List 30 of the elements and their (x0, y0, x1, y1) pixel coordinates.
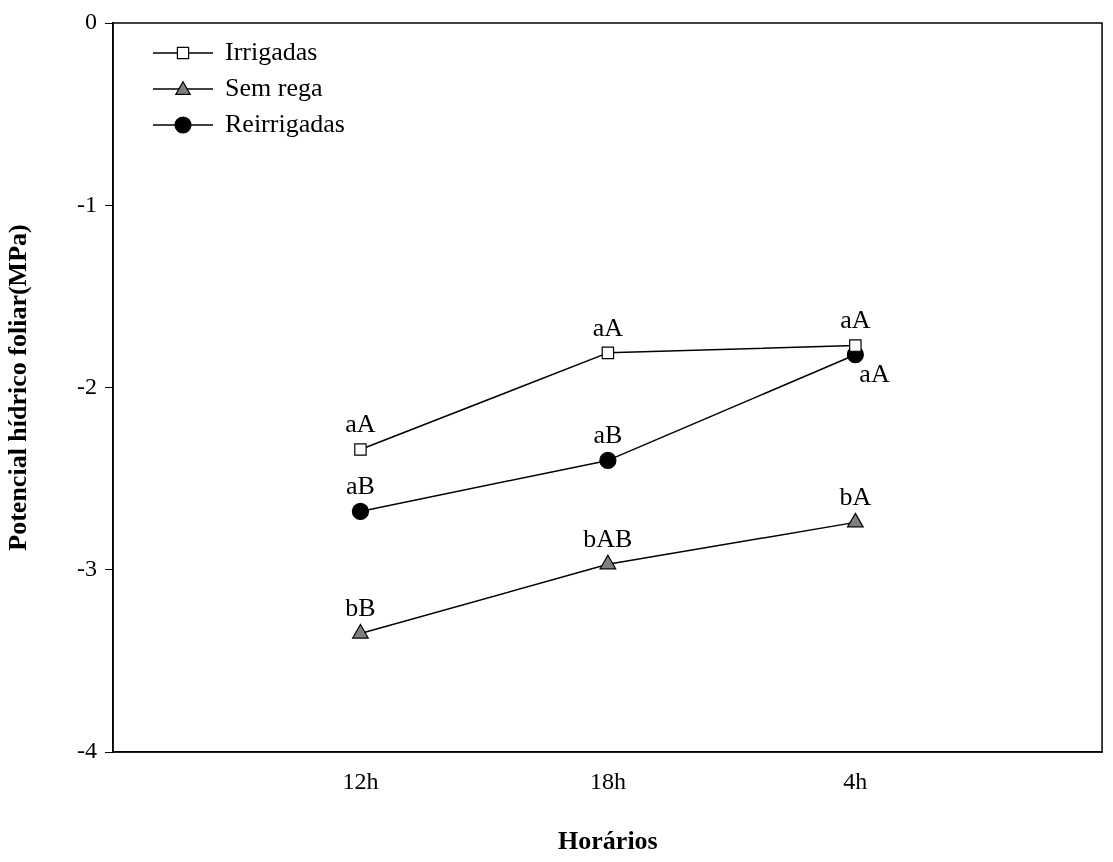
point (849, 339, 862, 352)
point (599, 554, 617, 570)
annotation: aA (859, 358, 890, 388)
point (601, 346, 615, 360)
point (599, 451, 617, 469)
annotation: aA (840, 305, 871, 335)
point (351, 502, 370, 521)
annotation: aB (346, 471, 375, 501)
annotation: bAB (583, 524, 633, 554)
x-tick-label: 12h (342, 767, 379, 794)
legend-label: Sem rega (225, 72, 323, 102)
annotation: aB (593, 420, 623, 450)
annotation: bA (839, 482, 872, 512)
point (352, 623, 369, 639)
x-tick-label: 18h (589, 767, 626, 794)
x-axis-title: Horários (558, 826, 658, 856)
y-tick-label: -1 (77, 190, 97, 217)
annotation: bB (345, 593, 376, 623)
point (846, 512, 864, 528)
annotation: aA (345, 409, 376, 439)
x-tick-label: 4h (843, 767, 868, 794)
legend-label: Irrigadas (225, 36, 318, 66)
point (354, 443, 367, 456)
annotation: aA (592, 312, 624, 342)
y-tick-label: -2 (77, 372, 97, 399)
legend-label: Reirrigadas (225, 108, 345, 138)
y-tick-label: -3 (77, 555, 97, 582)
y-axis-title: Potencial hídrico foliar(MPa) (3, 224, 33, 551)
y-tick-label: -4 (77, 737, 97, 764)
y-tick-label: 0 (85, 8, 97, 35)
